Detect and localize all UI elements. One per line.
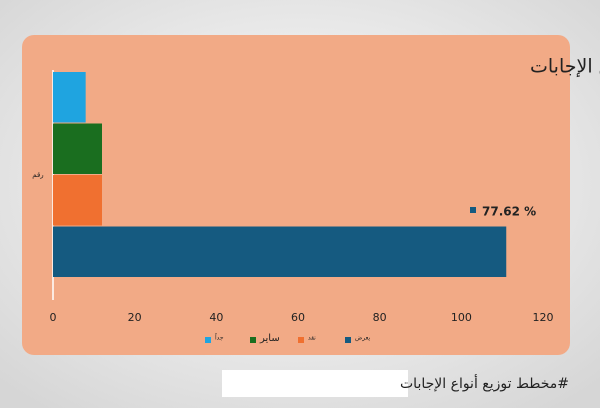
legend-label: نقد xyxy=(308,335,316,342)
legend-swatch xyxy=(205,337,211,343)
legend-label: جداً xyxy=(214,333,223,341)
bar xyxy=(53,123,102,174)
legend-swatch xyxy=(298,337,304,343)
x-tick-label: 60 xyxy=(291,311,305,324)
x-tick-label: 80 xyxy=(373,311,387,324)
legend-label: ساير xyxy=(259,333,280,344)
annotation-marker xyxy=(470,207,476,213)
annotation: 77.62 % xyxy=(482,205,536,219)
x-tick-label: 0 xyxy=(50,311,57,324)
x-tick-label: 120 xyxy=(533,311,554,324)
x-tick-label: 20 xyxy=(128,311,142,324)
legend-swatch xyxy=(345,337,351,343)
bar xyxy=(53,72,86,123)
caption-box xyxy=(222,370,408,397)
caption: #مخطط توزيع أنواع الإجابات xyxy=(400,374,569,392)
legend-swatch xyxy=(250,337,256,343)
x-tick-label: 100 xyxy=(451,311,472,324)
chart-area xyxy=(22,35,570,355)
chart-title: توزيع نوع الإجابات xyxy=(530,56,600,78)
x-tick-label: 40 xyxy=(209,311,223,324)
bar xyxy=(53,226,507,277)
y-tick-label: رقم xyxy=(32,171,43,179)
legend-label: يعرض xyxy=(355,335,370,342)
bar xyxy=(53,175,102,226)
